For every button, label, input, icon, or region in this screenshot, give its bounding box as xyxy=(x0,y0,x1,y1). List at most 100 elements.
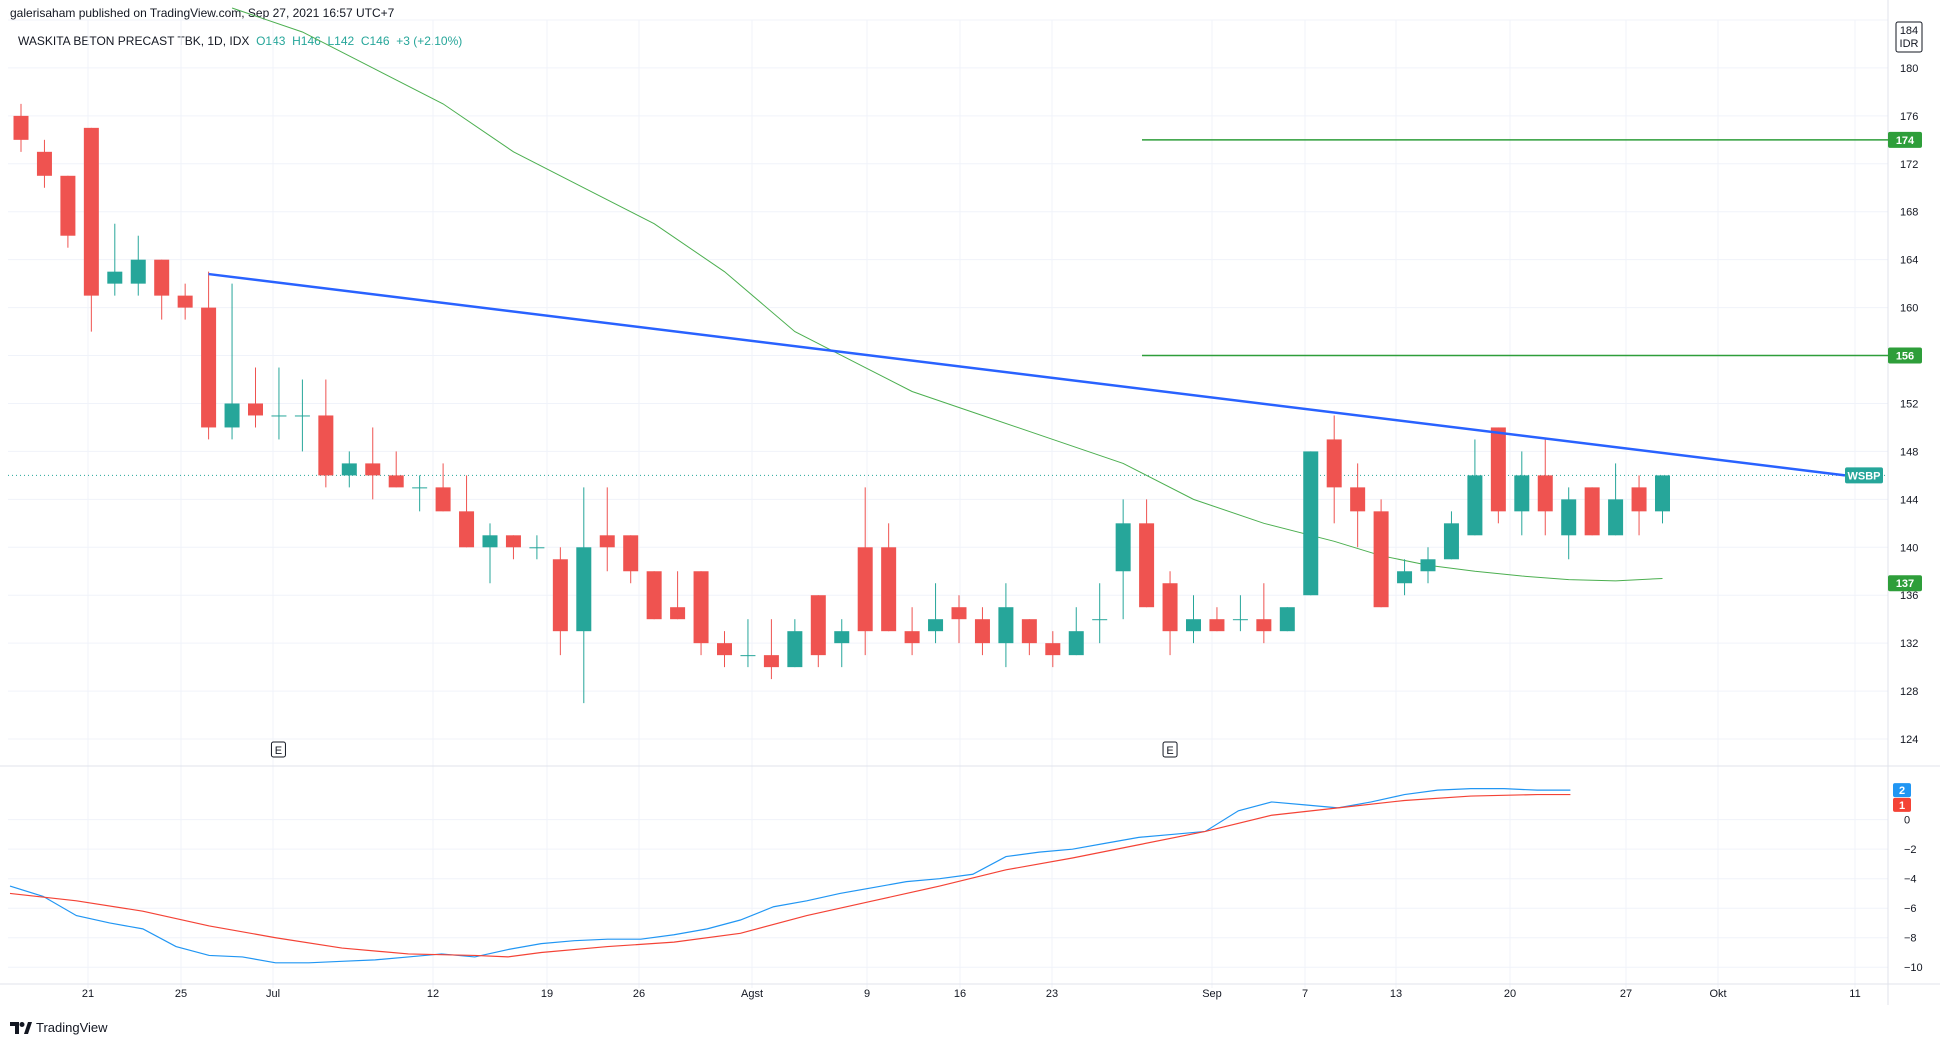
price-axis-label: 144 xyxy=(1900,494,1918,506)
published-by-text: galerisaham published on TradingView.com… xyxy=(10,6,395,20)
candle-body xyxy=(505,535,521,548)
candle-body xyxy=(810,595,826,656)
tradingview-logo-icon xyxy=(10,1021,32,1034)
badge-label: 174 xyxy=(1896,135,1915,147)
currency-label-box xyxy=(1895,21,1923,53)
earnings-marker[interactable]: E xyxy=(270,741,286,758)
candle-body xyxy=(107,271,123,284)
candle-body xyxy=(1092,619,1108,621)
candle-body xyxy=(83,127,99,296)
price-axis-label: 152 xyxy=(1900,398,1918,410)
earnings-marker[interactable]: E xyxy=(1162,741,1178,758)
time-axis-label: 26 xyxy=(633,988,645,1000)
close-value: C146 xyxy=(360,34,390,48)
time-axis-label: 7 xyxy=(1302,988,1308,1000)
candle-body xyxy=(1139,523,1155,608)
oscillator-axis-label: 0 xyxy=(1904,815,1910,827)
candle-body xyxy=(1068,631,1084,656)
oscillator-axis-label: −8 xyxy=(1904,933,1917,945)
badge-label: 2 xyxy=(1899,785,1905,797)
candle-body xyxy=(1186,619,1201,632)
oscillator-line-blue xyxy=(9,788,1571,964)
earnings-marker-box xyxy=(270,741,286,758)
candle-body xyxy=(763,655,779,668)
candles xyxy=(13,103,1670,704)
time-axis-label: 21 xyxy=(82,988,94,1000)
price-axis-label: 168 xyxy=(1900,207,1918,219)
candle-body xyxy=(1608,499,1624,536)
time-axis-label: Agst xyxy=(741,988,763,1000)
price-axis-label: 136 xyxy=(1900,590,1918,602)
candle-body xyxy=(13,115,29,140)
candle-body xyxy=(1561,499,1577,536)
candle-body xyxy=(1021,619,1037,644)
candle-body xyxy=(740,655,756,657)
candle-body xyxy=(1655,475,1670,512)
price-axis-label: 140 xyxy=(1900,542,1918,554)
candle-body xyxy=(1514,475,1530,512)
time-axis-label: 25 xyxy=(175,988,187,1000)
candle-body xyxy=(1256,619,1272,632)
oscillator-value-badge: 2 xyxy=(1893,783,1911,798)
time-axis-label: 16 xyxy=(954,988,966,1000)
candle-body xyxy=(1209,619,1225,632)
currency-label-text: IDR xyxy=(1900,38,1919,50)
candle-body xyxy=(294,415,310,417)
change-value: +3 (+2.10%) xyxy=(396,34,463,48)
time-axis-label: Okt xyxy=(1709,988,1726,1000)
badge-label: 1 xyxy=(1899,800,1905,812)
candle-body xyxy=(1467,475,1483,536)
candle-body xyxy=(693,571,709,644)
time-axis-label: 20 xyxy=(1504,988,1516,1000)
trendline xyxy=(208,272,1846,477)
candle-body xyxy=(1537,475,1553,512)
candle-body xyxy=(201,307,217,428)
oscillator-axis: 0 −2 −4 −6 −8 −10 xyxy=(1904,815,1923,975)
candle-body xyxy=(1631,487,1647,512)
time-axis-label: 13 xyxy=(1390,988,1402,1000)
candle-body xyxy=(998,607,1014,644)
candle-body xyxy=(482,535,498,548)
candle-body xyxy=(834,631,850,644)
candle-body xyxy=(248,403,263,416)
badge-bg xyxy=(1888,575,1922,592)
symbol-price-badge: WSBP xyxy=(1845,467,1883,484)
candle-body xyxy=(1326,439,1342,488)
time-axis-label: 9 xyxy=(864,988,870,1000)
badge-bg xyxy=(1893,783,1911,798)
price-axis-label: 128 xyxy=(1900,686,1918,698)
symbol-title[interactable]: WASKITA BETON PRECAST TBK, 1D, IDX xyxy=(18,34,250,48)
time-axis-label: Jul xyxy=(266,988,280,1000)
candle-body xyxy=(1584,487,1600,536)
candle-body xyxy=(670,607,686,620)
badge-label: 156 xyxy=(1896,351,1914,363)
candle-body xyxy=(1162,583,1178,632)
badge-label: WSBP xyxy=(1848,470,1881,482)
price-axis-label: 132 xyxy=(1900,638,1918,650)
price-axis-label: 176 xyxy=(1900,111,1918,123)
candle-body xyxy=(388,475,404,488)
candle-body xyxy=(857,547,873,632)
candle-body xyxy=(552,559,568,632)
price-axis-label: 160 xyxy=(1900,303,1918,315)
candle-body xyxy=(341,463,357,476)
tradingview-brand[interactable]: TradingView xyxy=(10,1020,108,1035)
candle-body xyxy=(1232,619,1248,621)
symbol-legend: WASKITA BETON PRECAST TBK, 1D, IDX O143 … xyxy=(18,34,462,48)
price-axis-label: 164 xyxy=(1900,255,1918,267)
candle-body xyxy=(529,547,545,549)
candle-body xyxy=(1303,451,1319,596)
candle-body xyxy=(60,175,76,236)
candle-body xyxy=(318,415,334,476)
earnings-marker-box xyxy=(1162,741,1178,758)
moving-average-line xyxy=(231,7,1663,582)
candle-body xyxy=(646,571,662,620)
candle-body xyxy=(576,547,592,632)
price-axis-label: 148 xyxy=(1900,446,1918,458)
candle-body xyxy=(787,631,803,668)
candle-body xyxy=(951,607,967,620)
candle-body xyxy=(1420,559,1436,572)
badge-bg xyxy=(1888,131,1922,148)
time-axis-label: 23 xyxy=(1046,988,1058,1000)
